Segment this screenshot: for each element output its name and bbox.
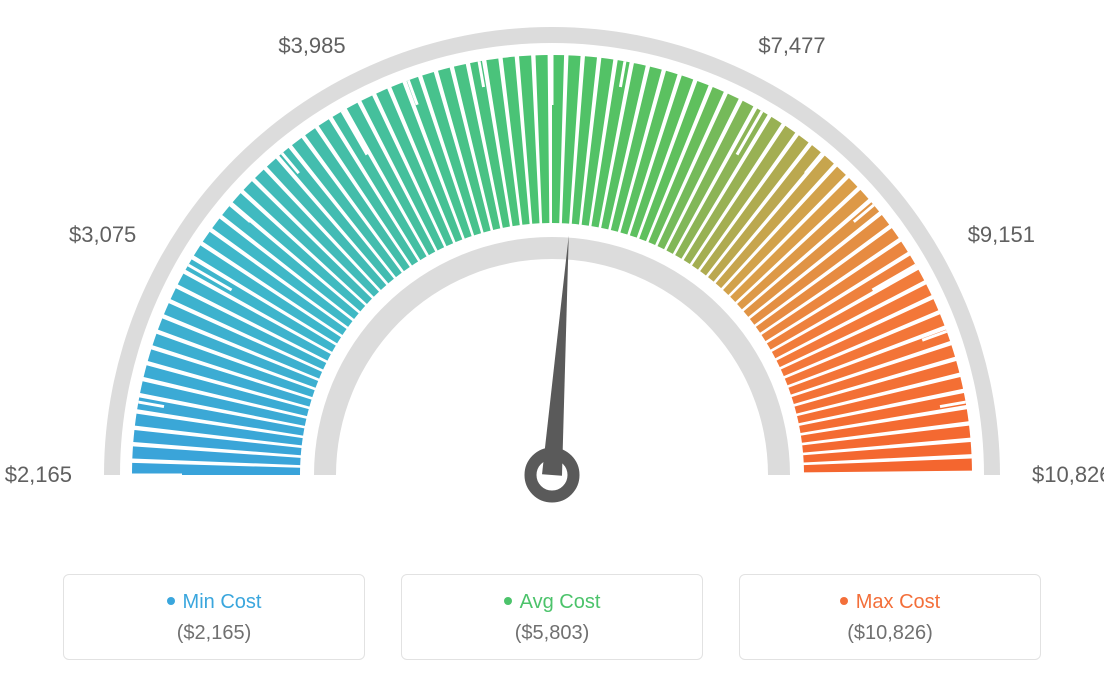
legend-value-min: ($2,165) <box>64 622 364 645</box>
gauge-tick-label: $2,165 <box>5 462 72 488</box>
gauge-tick-label: $10,826 <box>1032 462 1104 488</box>
legend-value-avg: ($5,803) <box>402 622 702 645</box>
gauge-tick-label: $3,985 <box>278 33 345 59</box>
gauge-area: $2,165$3,075$3,985$5,803$7,477$9,151$10,… <box>0 0 1104 550</box>
legend-label-min: Min Cost <box>183 591 262 613</box>
dot-icon <box>840 597 848 605</box>
legend-title-min: Min Cost <box>64 591 364 614</box>
legend-card-min: Min Cost ($2,165) <box>63 574 365 660</box>
legend-card-avg: Avg Cost ($5,803) <box>401 574 703 660</box>
legend-label-max: Max Cost <box>856 591 940 613</box>
gauge-tick-label: $3,075 <box>69 222 136 248</box>
legend-title-avg: Avg Cost <box>402 591 702 614</box>
gauge-tick-label: $9,151 <box>968 222 1035 248</box>
gauge-tick-label: $7,477 <box>758 33 825 59</box>
legend-row: Min Cost ($2,165) Avg Cost ($5,803) Max … <box>0 574 1104 660</box>
gauge-svg <box>0 0 1104 550</box>
chart-container: $2,165$3,075$3,985$5,803$7,477$9,151$10,… <box>0 0 1104 690</box>
dot-icon <box>167 597 175 605</box>
legend-label-avg: Avg Cost <box>520 591 601 613</box>
legend-title-max: Max Cost <box>740 591 1040 614</box>
dot-icon <box>504 597 512 605</box>
legend-value-max: ($10,826) <box>740 622 1040 645</box>
legend-card-max: Max Cost ($10,826) <box>739 574 1041 660</box>
